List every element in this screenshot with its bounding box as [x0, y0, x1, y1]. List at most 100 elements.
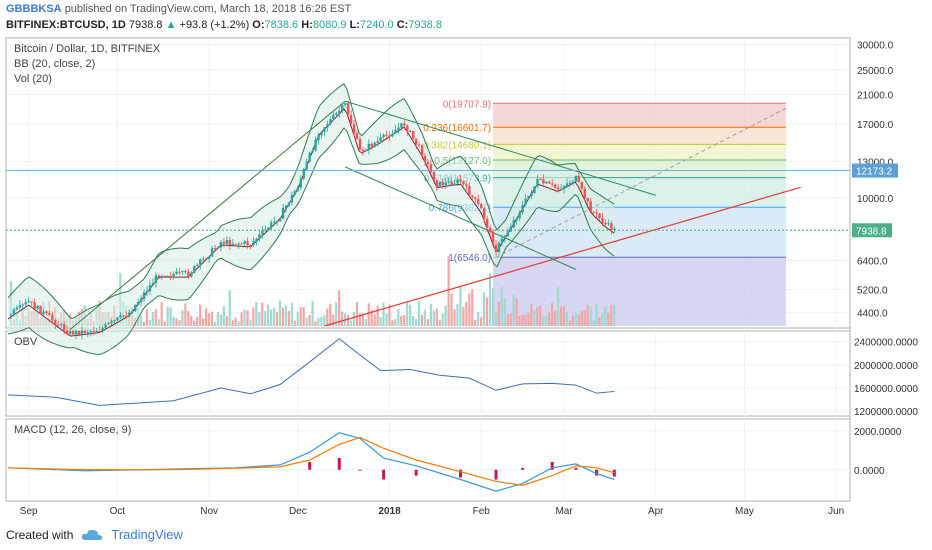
candle-body: [346, 103, 350, 115]
candle-body: [184, 271, 187, 273]
volume-bar: [296, 311, 299, 326]
candle-body: [471, 195, 474, 198]
open-label: O:: [252, 19, 265, 31]
volume-bar: [409, 304, 412, 326]
trend-drawings[interactable]: [6, 100, 850, 330]
candle-body: [406, 125, 409, 132]
volume-bar: [157, 319, 160, 326]
candle-body: [376, 140, 379, 143]
volume-bar: [551, 302, 554, 326]
macd-legend: MACD (12, 26, close, 9): [14, 424, 132, 436]
volume-bar: [234, 317, 237, 326]
volume-bar: [302, 307, 305, 326]
price-tick-label: 25000.0: [857, 66, 894, 77]
candle-body: [18, 304, 22, 308]
volume-bar: [210, 311, 214, 326]
candle-body: [21, 304, 24, 306]
candle-body: [556, 187, 560, 190]
volume-bar: [441, 313, 444, 326]
candle-body: [145, 291, 149, 293]
obv-tick-label: 2000000.0000: [854, 361, 918, 372]
volume-bar: [193, 320, 196, 326]
candle-body: [101, 327, 104, 332]
volume-bar: [216, 312, 219, 326]
candle-body: [252, 241, 255, 246]
x-tick-label: 2018: [378, 506, 401, 517]
candle-body: [420, 145, 424, 156]
candle-body: [364, 150, 368, 152]
volume-bar: [299, 307, 302, 326]
candle-body: [163, 275, 166, 277]
candle-body: [595, 212, 598, 214]
candle-body: [586, 198, 589, 202]
candle-body: [202, 258, 205, 260]
candle-body: [281, 207, 285, 219]
macd-histogram-bar: [382, 469, 386, 480]
volume-bar: [311, 300, 314, 326]
volume-bar: [202, 318, 205, 326]
volume-bar: [426, 319, 429, 326]
volume-bar: [246, 310, 249, 326]
tradingview-brand[interactable]: TradingView: [111, 527, 183, 542]
close-label: C:: [396, 19, 409, 31]
candlesticks: [9, 100, 616, 340]
candle-body: [580, 182, 584, 189]
candle-body: [559, 188, 563, 190]
bb-lower-band: [7, 127, 615, 356]
price-tags: 12173.2 7938.8: [852, 163, 898, 238]
volume-bar: [139, 316, 143, 326]
candle-body: [417, 144, 421, 146]
volume-bar: [352, 311, 356, 326]
volume-bar: [355, 302, 359, 326]
candle-body: [51, 315, 54, 321]
x-tick-label: Apr: [648, 506, 664, 517]
up-triangle-icon: ▲: [165, 19, 177, 31]
volume-bar: [349, 320, 353, 326]
candle-body: [302, 169, 305, 179]
volume-bar: [494, 312, 498, 326]
candle-body: [435, 180, 439, 188]
candle-body: [343, 103, 347, 105]
macd-histogram-bar: [612, 469, 616, 477]
volume-bar: [474, 319, 477, 326]
candle-body: [341, 104, 344, 111]
volume-bar: [515, 298, 518, 326]
candle-body: [237, 243, 240, 245]
volume-bar: [397, 309, 400, 326]
volume-bar: [190, 315, 193, 326]
candle-body: [290, 194, 294, 203]
volume-bar: [308, 315, 311, 326]
volume-bar: [225, 316, 228, 326]
candle-body: [151, 283, 155, 286]
macd-histogram-bar: [414, 469, 418, 476]
candle-body: [107, 322, 110, 325]
candle-body: [86, 332, 90, 334]
publisher-name[interactable]: GBBBKSA: [6, 3, 62, 15]
candle-body: [412, 131, 415, 139]
volume-bar: [465, 302, 468, 326]
volume-bar: [160, 302, 163, 326]
candle-body: [506, 231, 510, 237]
candle-body: [270, 222, 273, 228]
channel-upper: [345, 100, 656, 196]
candle-body: [33, 302, 36, 309]
candle-body: [15, 307, 19, 310]
candle-body: [246, 241, 249, 245]
candle-body: [512, 220, 515, 228]
candle-body: [500, 238, 504, 243]
obv-line: [7, 338, 615, 406]
signal-line: [7, 436, 615, 486]
candle-body: [95, 331, 98, 333]
candle-body: [148, 285, 152, 292]
macd-series: [7, 432, 616, 492]
candle-body: [216, 247, 220, 249]
candle-body: [335, 113, 338, 115]
volume-bar: [574, 312, 577, 326]
candle-body: [131, 311, 134, 313]
published-text: published on TradingView.com, March 18, …: [64, 3, 352, 15]
volume-bar: [207, 313, 211, 326]
volume-bar: [506, 314, 509, 326]
fib-retracement[interactable]: 0(19707.9) 0.236(16601.7) 0.382(14680.1) 0.…: [423, 99, 786, 326]
candle-body: [178, 271, 181, 273]
